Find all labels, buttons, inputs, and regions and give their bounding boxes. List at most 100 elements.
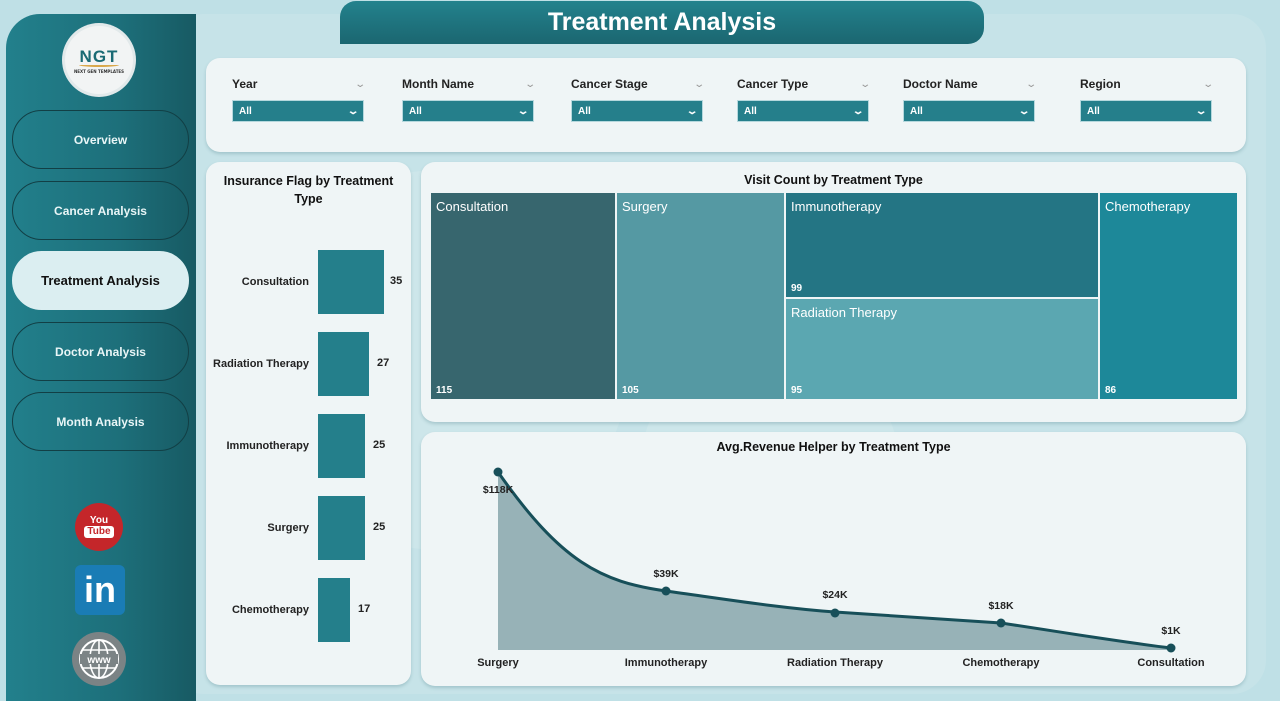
filter-month-name: Month Name ⌄ All ⌄	[402, 76, 536, 122]
bar-row[interactable]: Radiation Therapy 27	[206, 332, 411, 396]
x-axis-label: Surgery	[477, 657, 519, 669]
region-dropdown[interactable]: All ⌄	[1080, 100, 1212, 122]
data-point[interactable]	[1166, 643, 1176, 653]
chevron-down-icon: ⌄	[516, 105, 530, 117]
data-point[interactable]	[996, 618, 1006, 628]
bar-label: Surgery	[267, 522, 309, 534]
chevron-down-icon: ⌄	[1017, 105, 1031, 117]
cancer-stage-dropdown[interactable]: All ⌄	[571, 100, 703, 122]
data-point[interactable]	[493, 467, 503, 477]
dropdown-value: All	[409, 105, 422, 117]
filter-label: Cancer Type	[737, 77, 809, 91]
month-name-dropdown[interactable]: All ⌄	[402, 100, 534, 122]
treemap-tile-surgery[interactable]: Surgery 105	[617, 193, 784, 399]
area-chart-plot	[493, 467, 1176, 653]
x-axis-label: Chemotherapy	[962, 657, 1040, 669]
bar-label: Consultation	[241, 276, 309, 288]
linkedin-text: in	[84, 569, 116, 610]
chevron-down-icon[interactable]: ⌄	[1024, 78, 1037, 90]
tile-value: 86	[1105, 385, 1117, 396]
bar-row[interactable]: Immunotherapy 25	[206, 414, 411, 478]
bar[interactable]	[318, 332, 369, 396]
filter-cancer-stage: Cancer Stage ⌄ All ⌄	[571, 76, 705, 122]
chevron-down-icon[interactable]: ⌄	[692, 78, 705, 90]
data-label: $118K	[482, 484, 514, 496]
bar-row[interactable]: Consultation 35	[206, 250, 411, 314]
doctor-name-dropdown[interactable]: All ⌄	[903, 100, 1035, 122]
logo-swoosh-icon	[79, 63, 119, 67]
tile-value: 105	[622, 385, 639, 396]
chevron-down-icon[interactable]: ⌄	[523, 78, 536, 90]
tile-label: Consultation	[436, 199, 509, 214]
bar[interactable]	[318, 250, 384, 314]
globe-www-icon[interactable]: www	[72, 632, 126, 686]
chevron-down-icon: ⌄	[1194, 105, 1208, 117]
logo-subtitle: NEXT GEN TEMPLATES	[73, 68, 125, 74]
nav-doctor-analysis-button[interactable]: Doctor Analysis	[12, 322, 189, 381]
bar-row[interactable]: Chemotherapy 17	[206, 578, 411, 642]
chevron-down-icon[interactable]: ⌄	[858, 78, 871, 90]
nav-overview-button[interactable]: Overview	[12, 110, 189, 169]
youtube-text: You	[89, 515, 109, 526]
youtube-icon[interactable]: You Tube	[75, 503, 123, 551]
x-axis-label: Immunotherapy	[624, 657, 708, 669]
filter-cancer-type: Cancer Type ⌄ All ⌄	[737, 76, 871, 122]
cancer-type-dropdown[interactable]: All ⌄	[737, 100, 869, 122]
treemap-tile-immunotherapy[interactable]: Immunotherapy 99	[786, 193, 1098, 297]
tile-value: 95	[791, 385, 803, 396]
treemap-tile-radiation-therapy[interactable]: Radiation Therapy 95	[786, 299, 1098, 399]
nav-treatment-analysis-button[interactable]: Treatment Analysis	[12, 251, 189, 310]
bar[interactable]	[318, 496, 365, 560]
filter-label: Doctor Name	[903, 77, 978, 91]
chevron-down-icon: ⌄	[851, 105, 865, 117]
year-dropdown[interactable]: All ⌄	[232, 100, 364, 122]
treemap-tile-chemotherapy[interactable]: Chemotherapy 86	[1100, 193, 1237, 399]
bar[interactable]	[318, 578, 350, 642]
dropdown-value: All	[578, 105, 591, 117]
data-point[interactable]	[830, 608, 840, 618]
bar-value: 25	[373, 520, 386, 533]
chart-title: Insurance Flag by Treatment Type	[223, 174, 394, 206]
x-axis-label: Consultation	[1137, 657, 1205, 669]
filter-year: Year ⌄ All ⌄	[232, 76, 366, 122]
tile-value: 115	[436, 385, 453, 396]
chart-title: Avg.Revenue Helper by Treatment Type	[716, 440, 951, 454]
dropdown-value: All	[239, 105, 252, 117]
nav-cancer-analysis-button[interactable]: Cancer Analysis	[12, 181, 189, 240]
avg-revenue-chart: Avg.Revenue Helper by Treatment Type $11…	[421, 432, 1246, 686]
x-axis-label: Radiation Therapy	[787, 657, 883, 669]
area-fill	[498, 472, 1171, 650]
dropdown-value: All	[910, 105, 923, 117]
chevron-down-icon[interactable]: ⌄	[1201, 78, 1214, 90]
linkedin-icon[interactable]: in	[75, 565, 125, 615]
tile-value: 99	[791, 283, 803, 294]
bar-label: Radiation Therapy	[213, 358, 309, 370]
filter-panel: Year ⌄ All ⌄ Month Name ⌄ All ⌄ Cancer Stage…	[206, 58, 1246, 152]
logo-text: NGT	[79, 46, 119, 66]
filter-label: Cancer Stage	[571, 77, 648, 91]
chevron-down-icon[interactable]: ⌄	[353, 78, 366, 90]
line-series	[496, 471, 1172, 650]
filter-region: Region ⌄ All ⌄	[1080, 76, 1214, 122]
chevron-down-icon: ⌄	[346, 105, 360, 117]
bar-value: 35	[390, 274, 403, 287]
chevron-down-icon: ⌄	[685, 105, 699, 117]
nav-month-analysis-button[interactable]: Month Analysis	[12, 392, 189, 451]
data-point[interactable]	[661, 586, 671, 596]
tile-label: Chemotherapy	[1105, 199, 1191, 214]
filter-label: Year	[232, 77, 258, 91]
data-label: $18K	[988, 600, 1014, 612]
dropdown-value: All	[1087, 105, 1100, 117]
page-title: Treatment Analysis	[340, 1, 984, 44]
bar-value: 17	[358, 602, 371, 615]
data-label: $24K	[822, 589, 848, 601]
insurance-flag-chart: Insurance Flag by Treatment Type Consult…	[206, 162, 411, 685]
bar[interactable]	[318, 414, 365, 478]
bar-row[interactable]: Surgery 25	[206, 496, 411, 560]
data-label: $1K	[1161, 625, 1181, 637]
filter-label: Month Name	[402, 77, 474, 91]
treemap-tile-consultation[interactable]: Consultation 115	[431, 193, 615, 399]
bar-label: Chemotherapy	[231, 604, 309, 616]
visit-count-treemap: Visit Count by Treatment Type Consultati…	[421, 162, 1246, 422]
youtube-tube-text: Tube	[84, 526, 114, 538]
